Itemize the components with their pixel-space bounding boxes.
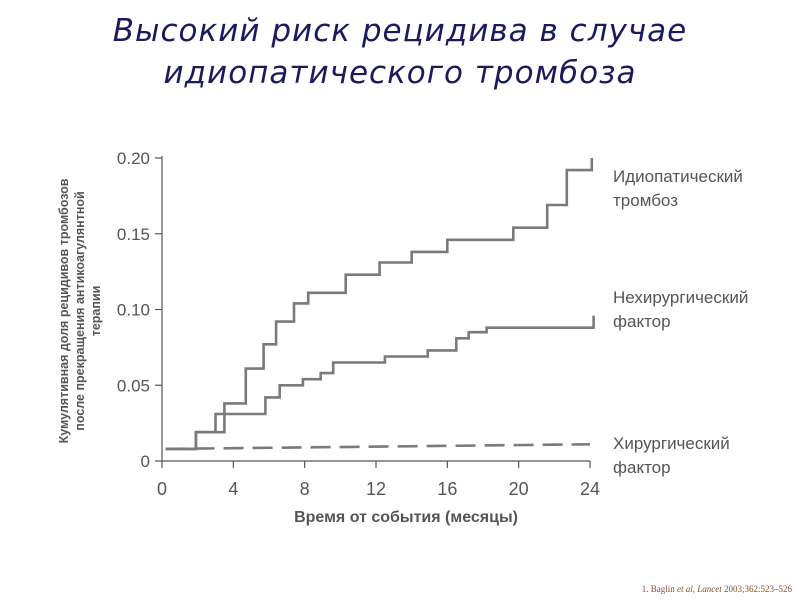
x-tick-label: 8 bbox=[300, 479, 310, 499]
non-surgical-factor-label: Нехирургический bbox=[613, 288, 748, 307]
citation-author: 1. Baglin bbox=[641, 584, 675, 594]
y-tick-label: 0.20 bbox=[117, 149, 150, 168]
x-tick-label: 0 bbox=[157, 479, 167, 499]
citation: 1. Baglin et al, Lancet 2003;362:523–526 bbox=[642, 584, 792, 594]
surgical-factor-label: Хирургический bbox=[613, 434, 730, 453]
idiopathic-thrombosis-label: Идиопатический bbox=[613, 167, 743, 186]
non-surgical-factor-label: фактор bbox=[613, 312, 671, 331]
slide-title: Высокий риск рецидива в случае идиопатич… bbox=[0, 10, 800, 94]
x-tick-label: 12 bbox=[366, 479, 386, 499]
x-tick-label: 24 bbox=[580, 479, 600, 499]
non-surgical-factor-line bbox=[165, 315, 595, 451]
x-tick-label: 20 bbox=[509, 479, 529, 499]
citation-etal: et al, bbox=[676, 584, 695, 594]
y-axis-label-line: Кумулятивная доля рецидивов тромбозов bbox=[57, 178, 71, 443]
citation-ref: 2003;362:523–526 bbox=[723, 584, 792, 594]
surgical-factor-line bbox=[165, 443, 591, 451]
idiopathic-thrombosis-line bbox=[165, 158, 594, 451]
slide-title-line-1: Высокий риск рецидива в случае bbox=[112, 13, 688, 49]
idiopathic-thrombosis-label: тромбоз bbox=[613, 191, 678, 210]
x-tick-label: 4 bbox=[228, 479, 238, 499]
y-axis-label-line: после прекращения антикоагулянтной bbox=[73, 191, 87, 430]
y-tick-label: 0 bbox=[141, 452, 150, 471]
y-tick-label: 0.10 bbox=[117, 301, 150, 320]
y-axis-label-line: терапии bbox=[89, 286, 103, 337]
y-tick-label: 0.15 bbox=[117, 225, 150, 244]
surgical-factor-label: фактор bbox=[613, 458, 671, 477]
slide-title-line-2: идиопатического тромбоза bbox=[163, 55, 637, 91]
y-tick-label: 0.05 bbox=[117, 376, 150, 395]
x-tick-label: 16 bbox=[437, 479, 457, 499]
x-axis-label: Время от события (месяцы) bbox=[294, 509, 518, 526]
citation-journal: Lancet bbox=[697, 584, 722, 594]
